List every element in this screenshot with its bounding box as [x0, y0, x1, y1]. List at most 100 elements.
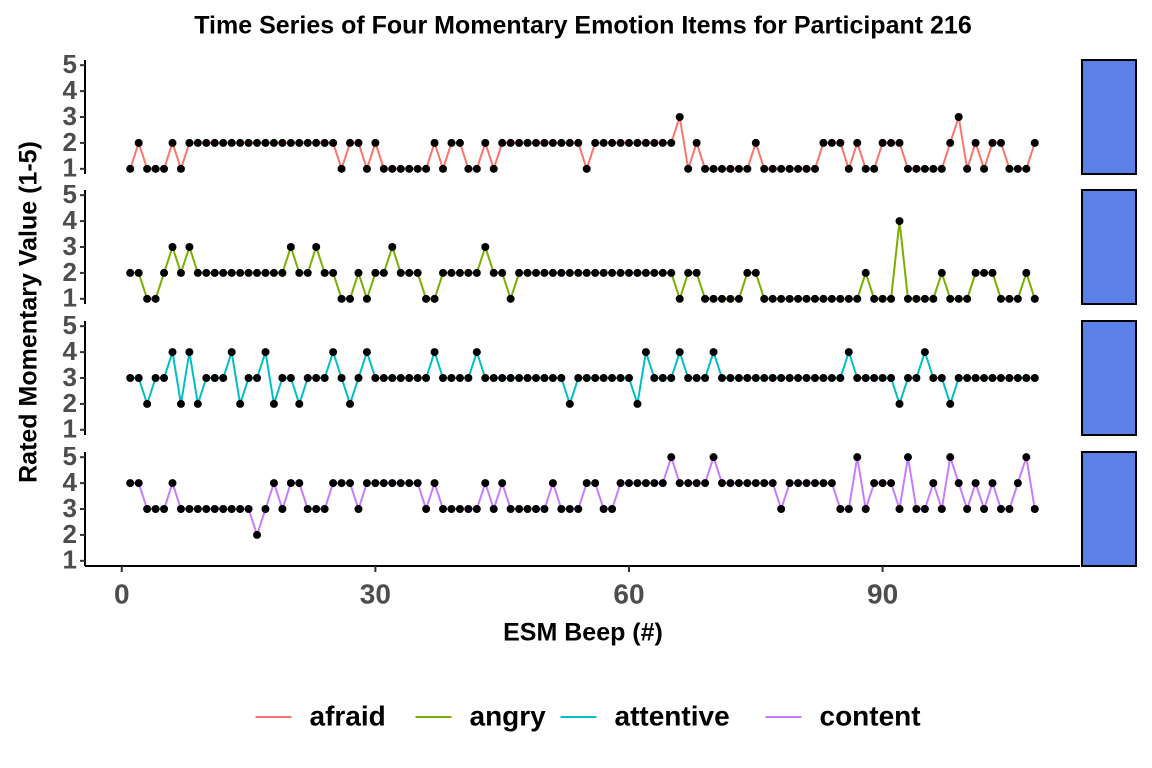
data-point: [430, 348, 439, 357]
data-point: [523, 374, 532, 382]
data-point: [608, 138, 617, 147]
data-point: [903, 294, 912, 303]
data-point: [312, 505, 321, 513]
data-point: [337, 294, 346, 303]
data-point: [667, 268, 676, 277]
data-point: [371, 138, 380, 147]
data-point: [219, 505, 228, 513]
y-tick-label: 1: [63, 153, 77, 183]
data-point: [726, 374, 735, 382]
data-point: [295, 399, 304, 408]
data-point: [980, 164, 989, 173]
data-point: [641, 138, 650, 147]
data-point: [887, 479, 896, 488]
data-point: [405, 374, 414, 382]
data-point: [464, 505, 473, 513]
data-point: [236, 505, 245, 513]
data-point: [599, 374, 608, 382]
data-point: [244, 505, 253, 513]
y-tick-label: 2: [63, 257, 77, 287]
data-point: [853, 138, 862, 147]
data-point: [244, 374, 253, 382]
data-point: [920, 505, 929, 513]
data-point: [574, 138, 583, 147]
chart-title: Time Series of Four Momentary Emotion It…: [194, 12, 972, 40]
y-tick-label: 4: [63, 336, 78, 366]
data-point: [726, 164, 735, 173]
data-point: [160, 505, 169, 513]
data-point: [286, 138, 295, 147]
data-point: [151, 374, 160, 382]
data-point: [565, 399, 574, 408]
data-point: [388, 164, 397, 173]
data-point: [202, 374, 211, 382]
data-point: [523, 268, 532, 277]
data-point: [269, 479, 278, 488]
data-point: [346, 399, 355, 408]
data-point: [506, 138, 515, 147]
data-point: [768, 164, 777, 173]
data-point: [768, 479, 777, 488]
data-point: [134, 138, 143, 147]
data-point: [185, 348, 194, 357]
data-point: [320, 374, 329, 382]
data-point: [684, 479, 693, 488]
data-point: [768, 294, 777, 303]
data-point: [244, 138, 253, 147]
data-point: [481, 374, 490, 382]
data-point: [489, 505, 498, 513]
data-point: [988, 138, 997, 147]
data-point: [193, 268, 202, 277]
data-point: [151, 294, 160, 303]
data-point: [988, 268, 997, 277]
data-point: [954, 479, 963, 488]
data-point: [802, 374, 811, 382]
data-point: [903, 374, 912, 382]
data-point: [337, 164, 346, 173]
data-point: [464, 374, 473, 382]
data-point: [464, 164, 473, 173]
data-point: [641, 479, 650, 488]
data-point: [599, 268, 608, 277]
data-point: [303, 138, 312, 147]
data-point: [887, 294, 896, 303]
data-point: [599, 138, 608, 147]
y-tick-label: 4: [63, 75, 78, 105]
data-point: [1005, 505, 1014, 513]
y-tick-label: 5: [63, 441, 77, 471]
data-point: [506, 505, 515, 513]
data-point: [1022, 453, 1031, 462]
data-point: [675, 348, 684, 357]
data-point: [303, 268, 312, 277]
data-point: [1030, 138, 1039, 147]
data-point: [751, 479, 760, 488]
data-point: [1022, 374, 1031, 382]
data-point: [582, 268, 591, 277]
data-point: [929, 374, 938, 382]
data-point: [565, 505, 574, 513]
data-point: [126, 479, 135, 488]
data-point: [650, 479, 659, 488]
legend-label: attentive: [615, 700, 730, 731]
data-point: [151, 164, 160, 173]
data-point: [827, 374, 836, 382]
data-point: [980, 505, 989, 513]
data-point: [413, 268, 422, 277]
data-point: [396, 374, 405, 382]
data-point: [785, 294, 794, 303]
data-point: [439, 164, 448, 173]
data-point: [557, 505, 566, 513]
data-point: [996, 505, 1005, 513]
data-point: [210, 505, 219, 513]
data-point: [692, 138, 701, 147]
data-point: [963, 374, 972, 382]
data-point: [980, 374, 989, 382]
x-tick-label: 30: [360, 578, 391, 609]
data-point: [472, 268, 481, 277]
facet-strip: [1081, 189, 1137, 305]
data-point: [532, 138, 541, 147]
data-point: [1022, 164, 1031, 173]
data-point: [396, 268, 405, 277]
data-point: [362, 294, 371, 303]
data-point: [312, 243, 321, 251]
